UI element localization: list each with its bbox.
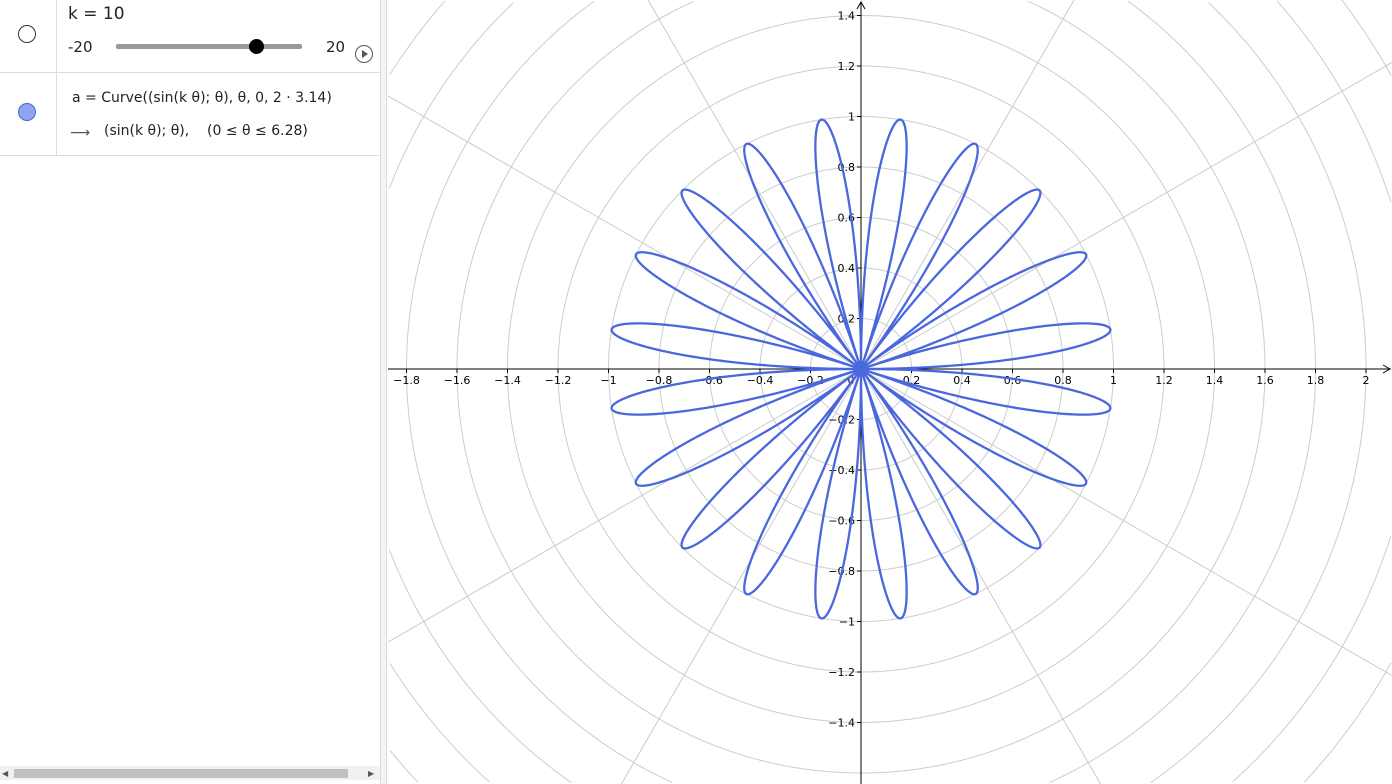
polar-grid-ray: [860, 61, 1392, 370]
scroll-left-icon[interactable]: ◀: [2, 769, 9, 778]
curve-result: (sin(k θ); θ), (0 ≤ θ ≤ 6.28): [104, 123, 308, 139]
play-icon: [362, 50, 368, 58]
polar-grid-circle: [389, 0, 1392, 783]
visibility-toggle[interactable]: [0, 73, 57, 155]
x-tick-label: −0.8: [646, 374, 673, 387]
result-arrow-icon: ⟶: [70, 125, 91, 141]
polar-grid-circle: [389, 2, 1367, 784]
curve-definition[interactable]: a = Curve((sin(k θ); θ), θ, 0, 2 · 3.14): [72, 90, 332, 106]
curve-row[interactable]: a = Curve((sin(k θ); θ), θ, 0, 2 · 3.14)…: [0, 73, 380, 156]
slider-max: 20: [326, 38, 346, 56]
y-tick-label: −0.4: [828, 464, 855, 477]
slider-min: -20: [68, 38, 93, 56]
horizontal-scrollbar[interactable]: ◀ ▶: [0, 766, 380, 780]
polar-grid-ray: [620, 368, 862, 784]
x-tick-label: 0.4: [953, 374, 971, 387]
y-tick-label: 1: [848, 111, 855, 124]
hidden-marble-icon[interactable]: [18, 25, 36, 43]
slider-track[interactable]: [116, 44, 302, 49]
slider-handle[interactable]: [248, 39, 264, 54]
y-tick-label: −1.2: [828, 666, 855, 679]
graphics-view[interactable]: −1.8 −1.6 −1.4 −1.2 −1 −0.8 −0.6 −0.4 −0.2 0 0.2 0.…: [388, 0, 1392, 784]
polar-grid-ray: [388, 95, 862, 370]
visible-marble-icon[interactable]: [18, 103, 36, 121]
x-tick-label: −1.4: [494, 374, 521, 387]
x-tick-label: 0: [848, 374, 855, 387]
y-tick-label: −1: [839, 616, 855, 629]
slider-label: k = 10: [68, 4, 125, 24]
polar-grid-circle: [406, 0, 1316, 784]
play-button[interactable]: [355, 45, 373, 63]
polar-grid-ray: [388, 368, 862, 643]
x-tick-label: −1.8: [393, 374, 420, 387]
polar-grid-ray: [860, 368, 1102, 784]
y-tick-label: −0.6: [828, 515, 855, 528]
algebra-view: k = 10 -20 20 a = Curve((sin(k θ); θ), θ…: [0, 0, 381, 784]
x-axis-arrow-icon: [1382, 364, 1392, 374]
scroll-right-icon[interactable]: ▶: [368, 769, 375, 778]
y-tick-label: −0.2: [828, 414, 855, 427]
x-tick-label: −0.4: [747, 374, 774, 387]
x-tick-label: 0.8: [1054, 374, 1072, 387]
y-tick-label: 0.4: [838, 262, 856, 275]
x-tick-label: −1.2: [545, 374, 572, 387]
polar-grid-circle: [389, 0, 1392, 783]
x-tick-label: −1: [600, 374, 616, 387]
x-tick-label: 1.4: [1206, 374, 1224, 387]
y-axis-arrow-icon: [856, 0, 866, 10]
curve-a: [610, 118, 1112, 620]
x-tick-label: 1.8: [1307, 374, 1325, 387]
y-tick-label: 1.2: [838, 60, 856, 73]
view-divider[interactable]: [381, 0, 387, 784]
polar-grid-circle: [456, 0, 1266, 774]
x-tick-label: 1.6: [1256, 374, 1274, 387]
x-tick-label: 1.2: [1155, 374, 1173, 387]
slider-row[interactable]: k = 10 -20 20: [0, 0, 380, 73]
x-tick-label: 1: [1110, 374, 1117, 387]
y-tick-label: 1.4: [838, 10, 856, 23]
y-tick-label: −1.4: [828, 717, 855, 730]
x-tick-label: 2: [1363, 374, 1370, 387]
scrollbar-thumb[interactable]: [14, 769, 348, 778]
polar-grid-ray: [860, 368, 1392, 677]
x-tick-label: −1.6: [444, 374, 471, 387]
visibility-toggle[interactable]: [0, 0, 57, 72]
